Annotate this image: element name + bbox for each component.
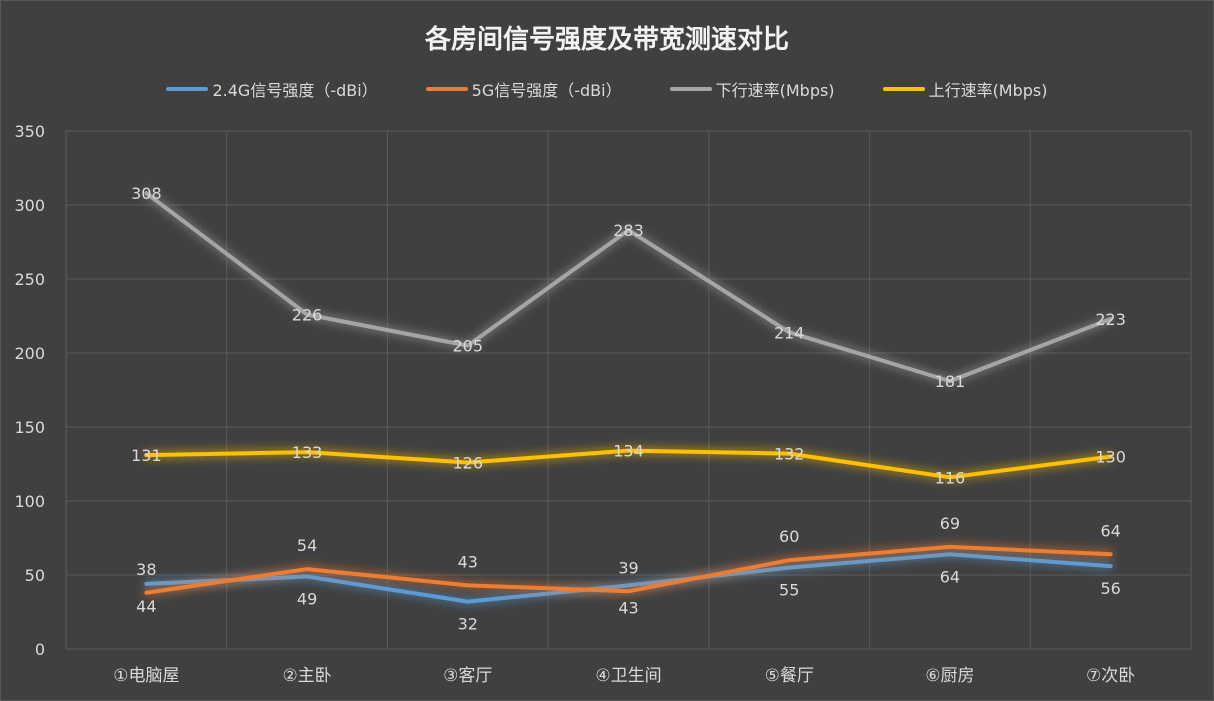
x-tick-label: ④卫生间 — [595, 666, 661, 686]
data-label: 132 — [774, 445, 805, 464]
legend-swatch — [882, 87, 925, 91]
legend-label: 上行速率(Mbps) — [928, 81, 1048, 100]
x-tick-label: ⑥厨房 — [925, 666, 974, 686]
y-tick-label: 100 — [14, 492, 45, 511]
y-tick-label: 350 — [14, 122, 45, 141]
chart-title: 各房间信号强度及带宽测速对比 — [424, 25, 789, 55]
data-label: 116 — [935, 468, 966, 487]
data-label: 69 — [940, 514, 960, 533]
legend-label: 5G信号强度（-dBi） — [471, 81, 622, 100]
series-line — [144, 191, 1113, 384]
legend-swatch — [425, 87, 468, 91]
legend: 2.4G信号强度（-dBi） 5G信号强度（-dBi） 下行速率(Mbps) 上行速率… — [1, 77, 1213, 101]
y-tick-label: 0 — [35, 640, 45, 659]
data-label: 205 — [453, 337, 484, 356]
data-label: 133 — [292, 443, 323, 462]
data-label: 64 — [1100, 521, 1120, 540]
series-line — [144, 448, 1113, 480]
x-tick-label: ⑤餐厅 — [765, 666, 814, 686]
data-label: 49 — [297, 589, 317, 608]
y-tick-label: 50 — [25, 566, 45, 585]
legend-label: 2.4G信号强度（-dBi） — [212, 81, 378, 100]
data-label: 56 — [1100, 579, 1120, 598]
data-label: 214 — [774, 323, 805, 342]
data-label: 43 — [618, 598, 638, 617]
data-label: 32 — [458, 615, 478, 634]
data-label: 64 — [940, 567, 960, 586]
data-label: 134 — [613, 442, 644, 461]
data-label: 126 — [453, 454, 484, 473]
data-label: 308 — [131, 184, 162, 203]
y-tick-label: 300 — [14, 196, 45, 215]
data-label: 131 — [131, 446, 162, 465]
data-label: 283 — [613, 221, 644, 240]
series-line — [144, 544, 1113, 595]
data-label: 60 — [779, 527, 799, 546]
legend-swatch — [669, 87, 712, 91]
data-label: 43 — [458, 552, 478, 571]
series-line — [144, 552, 1113, 604]
y-tick-label: 250 — [14, 270, 45, 289]
data-label: 55 — [779, 581, 799, 600]
data-label: 130 — [1095, 448, 1126, 467]
y-tick-label: 150 — [14, 418, 45, 437]
x-tick-label: ①电脑屋 — [113, 666, 179, 686]
data-label: 223 — [1095, 310, 1126, 329]
data-label: 181 — [935, 372, 966, 391]
data-label: 226 — [292, 306, 323, 325]
legend-label: 下行速率(Mbps) — [715, 81, 835, 100]
data-label: 39 — [618, 558, 638, 577]
x-tick-label: ②主卧 — [282, 666, 331, 686]
legend-item: 上行速率(Mbps) — [882, 77, 1048, 101]
y-tick-label: 200 — [14, 344, 45, 363]
x-tick-label: ③客厅 — [443, 666, 492, 686]
legend-item: 下行速率(Mbps) — [669, 77, 835, 101]
legend-item: 5G信号强度（-dBi） — [425, 77, 622, 101]
legend-item: 2.4G信号强度（-dBi） — [166, 77, 378, 101]
data-label: 44 — [136, 597, 156, 616]
x-tick-label: ⑦次卧 — [1086, 666, 1135, 686]
data-label: 54 — [297, 536, 317, 555]
legend-swatch — [166, 87, 209, 91]
data-label: 38 — [136, 560, 156, 579]
